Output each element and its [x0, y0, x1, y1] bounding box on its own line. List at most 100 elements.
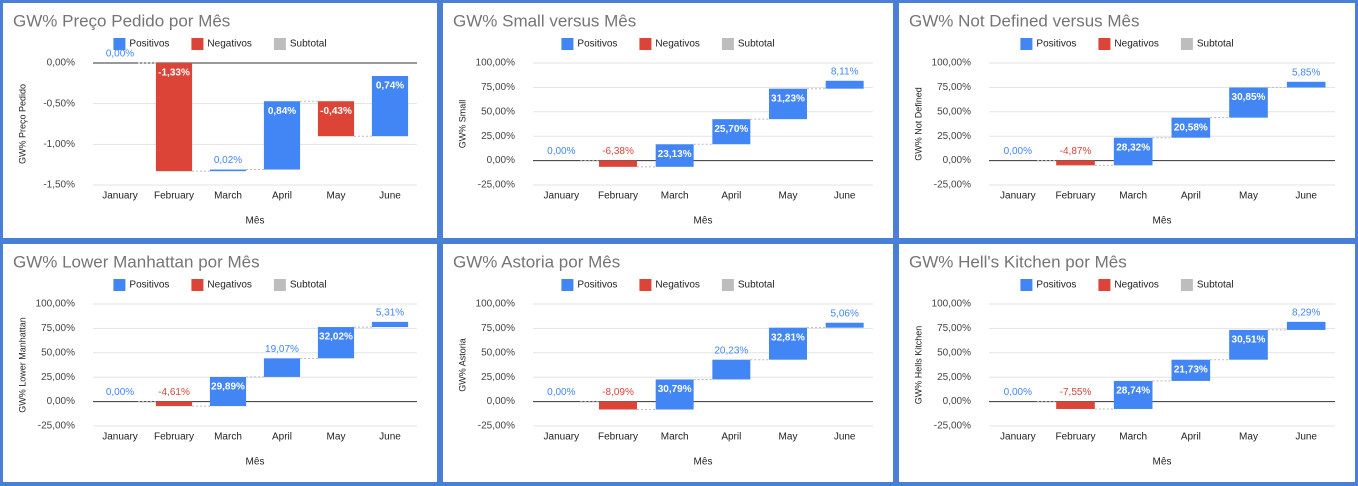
x-tick-label: June — [834, 432, 856, 443]
chart-panel: GW% Lower Manhattan por Mês Positivos Nega… — [3, 244, 437, 482]
y-tick-label: 0,00% — [943, 155, 971, 166]
value-label: 21,73% — [1174, 364, 1208, 375]
bar — [599, 160, 637, 167]
value-label: 0,00% — [547, 146, 575, 157]
value-label: 31,23% — [771, 93, 805, 104]
y-tick-label: -25,00% — [38, 421, 75, 432]
value-label: 0,00% — [1004, 387, 1032, 398]
bar — [825, 80, 864, 89]
x-tick-label: January — [1000, 432, 1036, 443]
x-tick-label: June — [834, 191, 856, 202]
legend-swatch — [1098, 279, 1111, 291]
chart-title: GW% Not Defined versus Mês — [909, 11, 1140, 30]
y-tick-label: 100,00% — [476, 58, 516, 69]
chart: GW% Astoria por Mês Positivos Negativos Sub… — [453, 252, 873, 468]
value-label: 0,74% — [376, 81, 404, 92]
x-tick-label: March — [661, 432, 689, 443]
x-tick-label: March — [661, 191, 689, 202]
value-label: 0,00% — [106, 49, 134, 60]
legend-label: Positivos — [577, 280, 617, 291]
legend-swatch — [113, 279, 126, 291]
value-label: 25,70% — [714, 124, 748, 135]
bar — [712, 359, 751, 380]
legend-label: Subtotal — [738, 280, 775, 291]
bar — [155, 63, 193, 172]
y-tick-label: 0,00% — [487, 155, 515, 166]
x-tick-label: February — [154, 191, 194, 202]
bar — [1056, 401, 1095, 409]
legend-swatch — [1180, 38, 1193, 50]
value-label: -6,38% — [602, 146, 634, 157]
y-tick-label: 0,00% — [487, 396, 515, 407]
legend-swatch — [1180, 279, 1193, 291]
legend-label: Negativos — [655, 280, 699, 291]
value-label: 28,32% — [1116, 142, 1150, 153]
y-tick-label: 50,00% — [937, 106, 971, 117]
value-label: 29,89% — [211, 382, 245, 393]
y-tick-label: 50,00% — [937, 347, 971, 358]
value-label: 30,79% — [658, 384, 692, 395]
legend-swatch — [561, 279, 574, 291]
bar — [1171, 359, 1211, 381]
y-axis-label: GW% Hells Kitchen — [913, 326, 923, 405]
y-axis-label: GW% Astoria — [457, 338, 467, 392]
legend-swatch — [639, 38, 652, 50]
x-tick-label: May — [779, 432, 798, 443]
bar — [825, 322, 864, 328]
x-tick-label: February — [598, 191, 638, 202]
x-tick-label: January — [544, 432, 580, 443]
x-tick-label: April — [721, 432, 741, 443]
value-label: 0,00% — [1004, 146, 1032, 157]
x-axis-label: Mês — [246, 216, 265, 227]
bar — [1286, 321, 1326, 330]
x-tick-label: May — [1239, 432, 1258, 443]
value-label: -8,09% — [602, 387, 634, 398]
y-tick-label: 50,00% — [481, 347, 515, 358]
x-tick-label: March — [214, 432, 242, 443]
bar — [1229, 87, 1268, 118]
value-label: 32,02% — [319, 332, 353, 343]
value-label: 19,07% — [265, 344, 299, 355]
y-tick-label: -1,00% — [43, 139, 75, 150]
value-label: -7,55% — [1060, 387, 1092, 398]
chart-title: GW% Preço Pedido por Mês — [13, 11, 230, 30]
x-tick-label: May — [779, 191, 798, 202]
x-tick-label: February — [1055, 191, 1095, 202]
y-tick-label: 0,00% — [47, 58, 75, 69]
y-tick-label: 25,00% — [481, 131, 515, 142]
value-label: 32,81% — [771, 332, 805, 343]
x-tick-label: June — [1295, 191, 1317, 202]
x-tick-label: May — [1239, 191, 1258, 202]
chart: GW% Small versus Mês Positivos Negativos Su… — [453, 11, 873, 227]
value-label: 30,85% — [1232, 92, 1266, 103]
bar — [769, 327, 807, 360]
bar — [1171, 117, 1211, 138]
legend-label: Positivos — [1036, 39, 1076, 50]
legend-label: Negativos — [1114, 280, 1158, 291]
y-tick-label: 25,00% — [481, 372, 515, 383]
legend-swatch — [273, 38, 286, 50]
bar — [655, 144, 694, 167]
y-axis-label: GW% Small — [457, 100, 467, 149]
bar — [371, 321, 409, 328]
x-tick-label: March — [214, 191, 242, 202]
x-axis-label: Mês — [694, 457, 713, 468]
chart: GW% Hell's Kitchen por Mês Positivos Negat… — [909, 252, 1335, 468]
legend-swatch — [273, 279, 286, 291]
y-tick-label: 100,00% — [932, 299, 972, 310]
legend-label: Negativos — [207, 280, 251, 291]
chart-title: GW% Lower Manhattan por Mês — [13, 252, 260, 271]
value-label: 0,84% — [268, 106, 296, 117]
bar — [1056, 160, 1095, 166]
y-tick-label: -25,00% — [478, 421, 515, 432]
legend-label: Positivos — [1036, 280, 1076, 291]
x-tick-label: February — [598, 432, 638, 443]
x-tick-label: May — [327, 432, 346, 443]
chart-title: GW% Astoria por Mês — [453, 252, 620, 271]
y-tick-label: 75,00% — [937, 323, 971, 334]
legend-label: Positivos — [129, 39, 169, 50]
value-label: 0,00% — [547, 387, 575, 398]
value-label: 23,13% — [658, 149, 692, 160]
bar — [317, 101, 355, 137]
